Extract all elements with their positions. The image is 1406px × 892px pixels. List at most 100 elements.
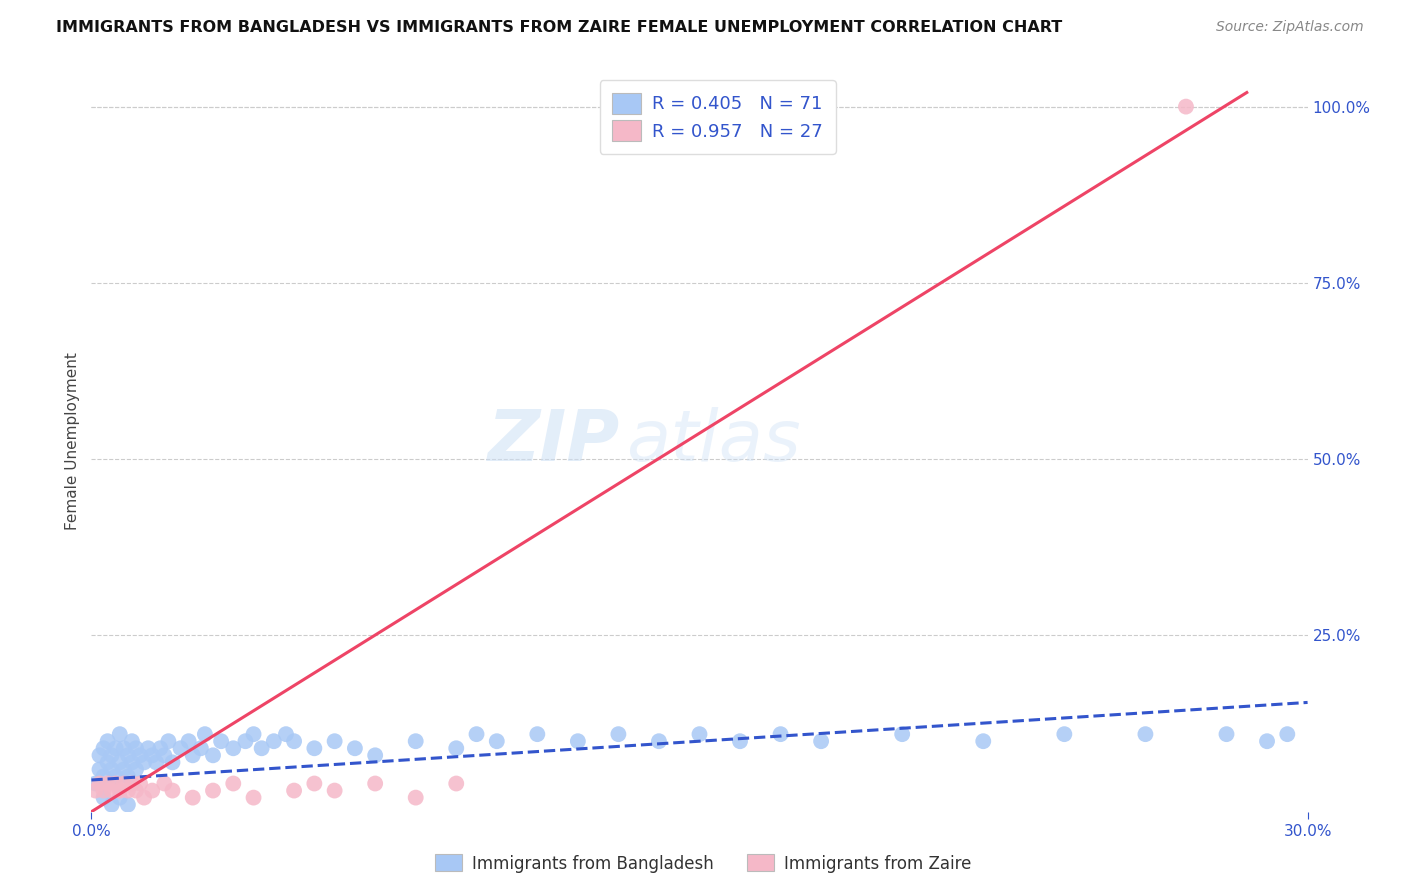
Point [274, 727, 297, 741]
Point [104, 769, 127, 783]
Point [117, 783, 139, 797]
Point [100, 748, 122, 763]
Legend: Immigrants from Bangladesh, Immigrants from Zaire: Immigrants from Bangladesh, Immigrants f… [429, 847, 977, 880]
Point [648, 734, 671, 748]
Point [181, 790, 204, 805]
Point [202, 783, 225, 797]
Point [607, 727, 630, 741]
Point [162, 756, 184, 770]
Text: Source: ZipAtlas.com: Source: ZipAtlas.com [1216, 20, 1364, 34]
Point [444, 741, 467, 756]
Point [283, 734, 305, 748]
Point [141, 748, 163, 763]
Point [89, 776, 111, 790]
Point [108, 790, 131, 805]
Point [121, 734, 143, 748]
Point [104, 741, 127, 756]
Point [89, 748, 111, 763]
Point [222, 741, 245, 756]
Point [1256, 734, 1278, 748]
Point [125, 783, 148, 797]
Point [972, 734, 994, 748]
Point [93, 769, 115, 783]
Point [93, 783, 115, 797]
Point [129, 748, 152, 763]
Point [89, 763, 111, 777]
Point [97, 734, 120, 748]
Point [177, 734, 200, 748]
Point [125, 741, 148, 756]
Point [112, 763, 135, 777]
Point [567, 734, 589, 748]
Point [145, 756, 167, 770]
Point [242, 790, 264, 805]
Point [1175, 100, 1198, 114]
Point [250, 741, 273, 756]
Point [263, 734, 285, 748]
Point [112, 776, 135, 790]
Point [1215, 727, 1237, 741]
Point [810, 734, 832, 748]
Point [728, 734, 751, 748]
Point [93, 741, 115, 756]
Point [97, 776, 120, 790]
Point [108, 727, 131, 741]
Point [162, 783, 184, 797]
Point [117, 797, 139, 812]
Point [485, 734, 508, 748]
Point [121, 776, 143, 790]
Point [117, 748, 139, 763]
Point [194, 727, 217, 741]
Text: IMMIGRANTS FROM BANGLADESH VS IMMIGRANTS FROM ZAIRE FEMALE UNEMPLOYMENT CORRELAT: IMMIGRANTS FROM BANGLADESH VS IMMIGRANTS… [56, 20, 1063, 35]
Point [157, 734, 180, 748]
Point [364, 748, 387, 763]
Point [136, 741, 159, 756]
Point [153, 776, 176, 790]
Y-axis label: Female Unemployment: Female Unemployment [65, 352, 80, 531]
Point [283, 783, 305, 797]
Point [235, 734, 257, 748]
Point [125, 763, 148, 777]
Text: ZIP: ZIP [488, 407, 620, 476]
Point [93, 790, 115, 805]
Point [1053, 727, 1076, 741]
Point [1277, 727, 1299, 741]
Point [100, 783, 122, 797]
Point [104, 776, 127, 790]
Text: atlas: atlas [627, 407, 801, 476]
Point [304, 741, 326, 756]
Point [465, 727, 488, 741]
Point [141, 783, 163, 797]
Point [132, 756, 155, 770]
Point [304, 776, 326, 790]
Point [190, 741, 212, 756]
Point [891, 727, 914, 741]
Point [121, 756, 143, 770]
Legend: R = 0.405   N = 71, R = 0.957   N = 27: R = 0.405 N = 71, R = 0.957 N = 27 [600, 80, 835, 153]
Point [242, 727, 264, 741]
Point [526, 727, 548, 741]
Point [153, 748, 176, 763]
Point [108, 783, 131, 797]
Point [209, 734, 232, 748]
Point [117, 769, 139, 783]
Point [1135, 727, 1157, 741]
Point [222, 776, 245, 790]
Point [364, 776, 387, 790]
Point [323, 783, 346, 797]
Point [405, 790, 427, 805]
Point [108, 756, 131, 770]
Point [100, 797, 122, 812]
Point [100, 763, 122, 777]
Point [97, 756, 120, 770]
Point [169, 741, 191, 756]
Point [769, 727, 792, 741]
Point [444, 776, 467, 790]
Point [323, 734, 346, 748]
Point [405, 734, 427, 748]
Point [84, 783, 107, 797]
Point [132, 790, 155, 805]
Point [181, 748, 204, 763]
Point [688, 727, 710, 741]
Point [343, 741, 366, 756]
